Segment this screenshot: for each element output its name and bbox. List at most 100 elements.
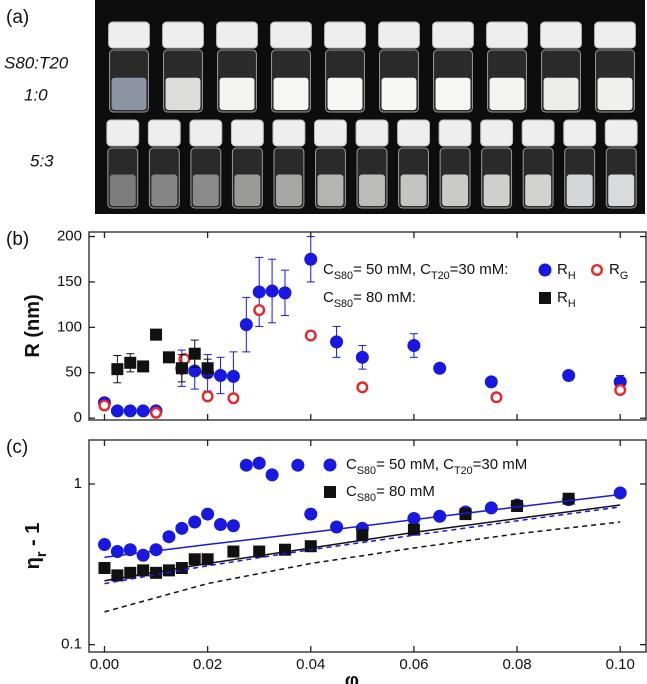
legend-marker [591, 264, 604, 277]
x-tick-label: 0.02 [193, 656, 222, 673]
vial-cap [521, 119, 555, 147]
text-part: w [358, 682, 371, 684]
text-part: S80 [334, 298, 353, 310]
panel-label: (a) [6, 7, 29, 28]
vial-cap [480, 119, 514, 147]
legend-label: RH [557, 261, 576, 282]
legend-label: CS80= 50 mM, CT20=30 mM [346, 456, 527, 477]
vial-liquid [442, 174, 469, 206]
text-part: S80 [334, 270, 353, 282]
text-part: C [346, 456, 357, 473]
vial-cap [230, 119, 264, 147]
point [214, 368, 228, 382]
vial-liquid [165, 77, 201, 110]
point [484, 501, 498, 515]
text-part: R (nm) [22, 294, 44, 357]
legend-marker [324, 486, 336, 498]
point [484, 375, 498, 389]
point [562, 368, 576, 382]
vial-cap [378, 21, 420, 49]
point [136, 548, 150, 562]
text-part: R [557, 261, 568, 278]
vial-liquid [608, 174, 635, 206]
vial-cap [106, 119, 140, 147]
text-part: G [620, 270, 628, 282]
legend-group-label: CS80= 80 mM: [323, 289, 416, 310]
text-part: =30 mM [473, 456, 528, 473]
y-tick-label: 1 [74, 475, 82, 492]
legend-marker [538, 263, 552, 277]
point [175, 362, 188, 375]
point [188, 347, 201, 360]
vial-cap [486, 21, 528, 49]
point [98, 562, 111, 575]
y-tick-label: 100 [57, 318, 82, 335]
point [407, 339, 421, 353]
vial-liquid [151, 174, 178, 206]
vial-liquid [327, 77, 363, 110]
point [227, 392, 240, 405]
vial-cap [432, 21, 474, 49]
point [330, 520, 344, 534]
text-part: =30 mM: [450, 261, 509, 278]
vial-cap [563, 119, 597, 147]
point [490, 391, 503, 404]
point [150, 406, 163, 419]
panel-label: (c) [6, 437, 28, 458]
vial-liquid [525, 174, 552, 206]
point [201, 507, 215, 521]
point [265, 468, 279, 482]
point [111, 363, 124, 376]
text-part: S80 [357, 492, 376, 504]
x-tick-label: 0.04 [296, 656, 325, 673]
vial-cap [540, 21, 582, 49]
text-part: R [557, 289, 568, 306]
point [188, 553, 201, 566]
legend-marker [539, 292, 551, 304]
point [433, 361, 447, 375]
point [201, 362, 214, 375]
x-axis-label: φw [345, 670, 371, 684]
vial-liquid [381, 77, 417, 110]
text-part: η [22, 557, 44, 569]
point [201, 553, 214, 566]
point [97, 538, 111, 552]
point [227, 545, 240, 558]
point [252, 285, 266, 299]
point [110, 404, 124, 418]
row-label: 1:0 [24, 85, 48, 104]
text-part: = 80 mM: [353, 289, 416, 306]
plot-frame [88, 231, 647, 421]
point [304, 540, 317, 553]
text-part: T20 [454, 465, 473, 477]
text-part: = 50 mM, C [376, 456, 454, 473]
point [239, 458, 253, 472]
point [304, 507, 318, 521]
vial-liquid [192, 174, 219, 206]
legend-label: RH [557, 289, 576, 310]
y-axis-label: R (nm) [22, 294, 44, 357]
point [149, 543, 163, 557]
vial-liquid [597, 77, 633, 110]
vial-cap [272, 119, 306, 147]
text-part: φ [345, 670, 359, 684]
point [562, 492, 575, 505]
point [511, 499, 524, 512]
point [150, 328, 163, 341]
point [252, 456, 266, 470]
point [226, 519, 240, 533]
vial-cap [314, 119, 347, 147]
row-label: S80:T20 [4, 53, 69, 72]
fit-line [104, 504, 621, 582]
vials [106, 21, 638, 209]
y-tick-label: 150 [57, 273, 82, 290]
panel-label: (b) [6, 229, 29, 250]
vial-cap [355, 119, 389, 147]
vial-cap [397, 119, 430, 147]
point [330, 335, 344, 349]
text-part: T20 [431, 270, 450, 282]
point [407, 512, 421, 526]
vial-cap [594, 21, 636, 49]
vial-cap [604, 119, 638, 147]
